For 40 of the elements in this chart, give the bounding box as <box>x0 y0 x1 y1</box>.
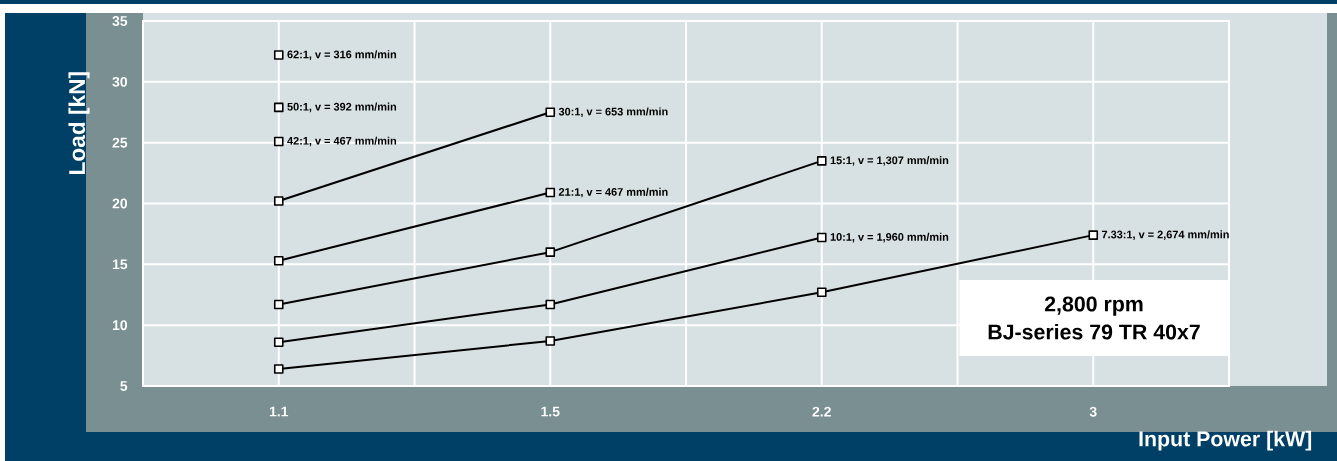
series-label: 21:1, v = 467 mm/min <box>558 187 668 198</box>
x-tick-label: 1.5 <box>541 406 560 417</box>
series-label: 42:1, v = 467 mm/min <box>287 136 397 147</box>
series-label: 7.33:1, v = 2,674 mm/min <box>1101 230 1229 240</box>
y-tick-label: 35 <box>112 16 128 26</box>
point <box>816 232 827 243</box>
point <box>273 255 284 266</box>
point <box>273 364 284 374</box>
point <box>273 299 284 310</box>
point <box>545 187 556 198</box>
series-label: 15:1, v = 1,307 mm/min <box>830 156 949 166</box>
point <box>273 136 284 147</box>
series-label: 10:1, v = 1,960 mm/min <box>830 232 949 243</box>
point <box>273 102 284 113</box>
x-tick-label: 3 <box>1089 406 1097 417</box>
y-tick-label: 25 <box>112 137 128 148</box>
point <box>1088 230 1099 240</box>
y-tick-label: 30 <box>112 76 128 87</box>
y-tick-label: 10 <box>112 320 128 331</box>
point <box>545 247 556 257</box>
y-axis-title: Load [kN] <box>68 72 90 174</box>
point <box>545 336 556 346</box>
y-tick-label: 5 <box>120 381 128 391</box>
y-tick-label: 20 <box>112 198 128 209</box>
point <box>545 299 556 310</box>
point <box>816 156 827 166</box>
point <box>545 107 556 118</box>
point <box>273 196 284 206</box>
annotation: BJ-series 79 TR 40x7 <box>988 323 1200 340</box>
x-tick-label: 2.2 <box>812 406 831 417</box>
x-tick-label: 1.1 <box>269 406 289 417</box>
x-axis-title: Input Power [kW] <box>1139 430 1312 451</box>
point <box>273 50 284 60</box>
series-label: 62:1, v = 316 mm/min <box>287 50 397 60</box>
point <box>273 337 284 347</box>
series-label: 50:1, v = 392 mm/min <box>287 102 397 113</box>
series-label: 30:1, v = 653 mm/min <box>558 107 668 118</box>
y-tick-label: 15 <box>112 259 128 270</box>
annotation: 2,800 rpm <box>1044 296 1143 316</box>
point <box>816 287 827 298</box>
